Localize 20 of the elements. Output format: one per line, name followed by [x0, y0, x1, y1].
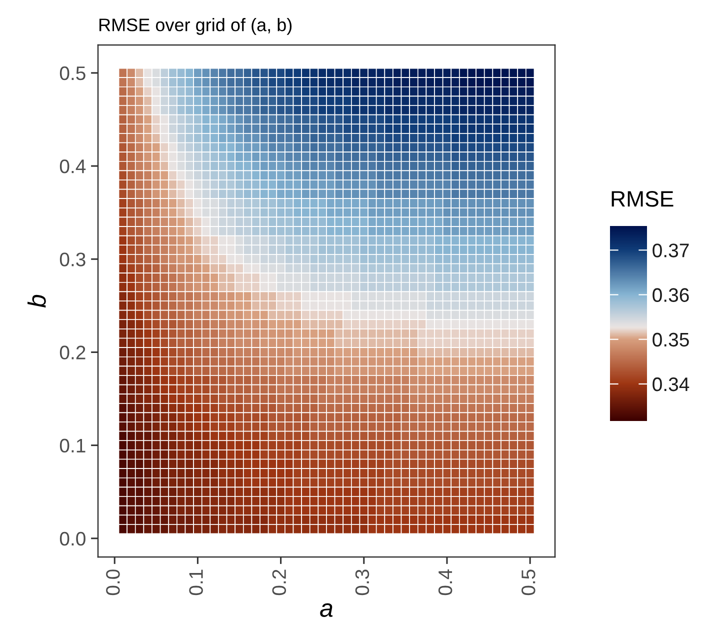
x-tick-label: 0.1	[189, 570, 203, 596]
y-tick-label: 0.5	[60, 66, 86, 80]
x-tick-label: 0.4	[438, 569, 452, 596]
y-tick-label: 0.4	[60, 159, 86, 174]
chart-title: RMSE over grid of (a, b)	[99, 18, 292, 35]
x-tick-label: 0.0	[106, 570, 120, 596]
y-axis-title: b	[28, 294, 46, 308]
y-tick-label: 0.2	[60, 346, 86, 360]
x-tick-label: 0.5	[522, 570, 536, 596]
color-bar-title: RMSE	[612, 191, 674, 207]
color-bar-label: 0.35	[652, 332, 689, 347]
y-tick-label: 0.3	[60, 252, 86, 266]
color-bar-label: 0.37	[652, 244, 689, 258]
color-bar-label: 0.36	[652, 288, 689, 302]
x-axis-title: a	[320, 603, 333, 617]
y-tick-label: 0.1	[60, 438, 86, 453]
x-tick-label: 0.2	[272, 570, 286, 596]
y-tick-label: 0.0	[60, 532, 86, 546]
x-tick-label: 0.3	[355, 570, 370, 596]
color-bar-label: 0.34	[652, 377, 690, 392]
